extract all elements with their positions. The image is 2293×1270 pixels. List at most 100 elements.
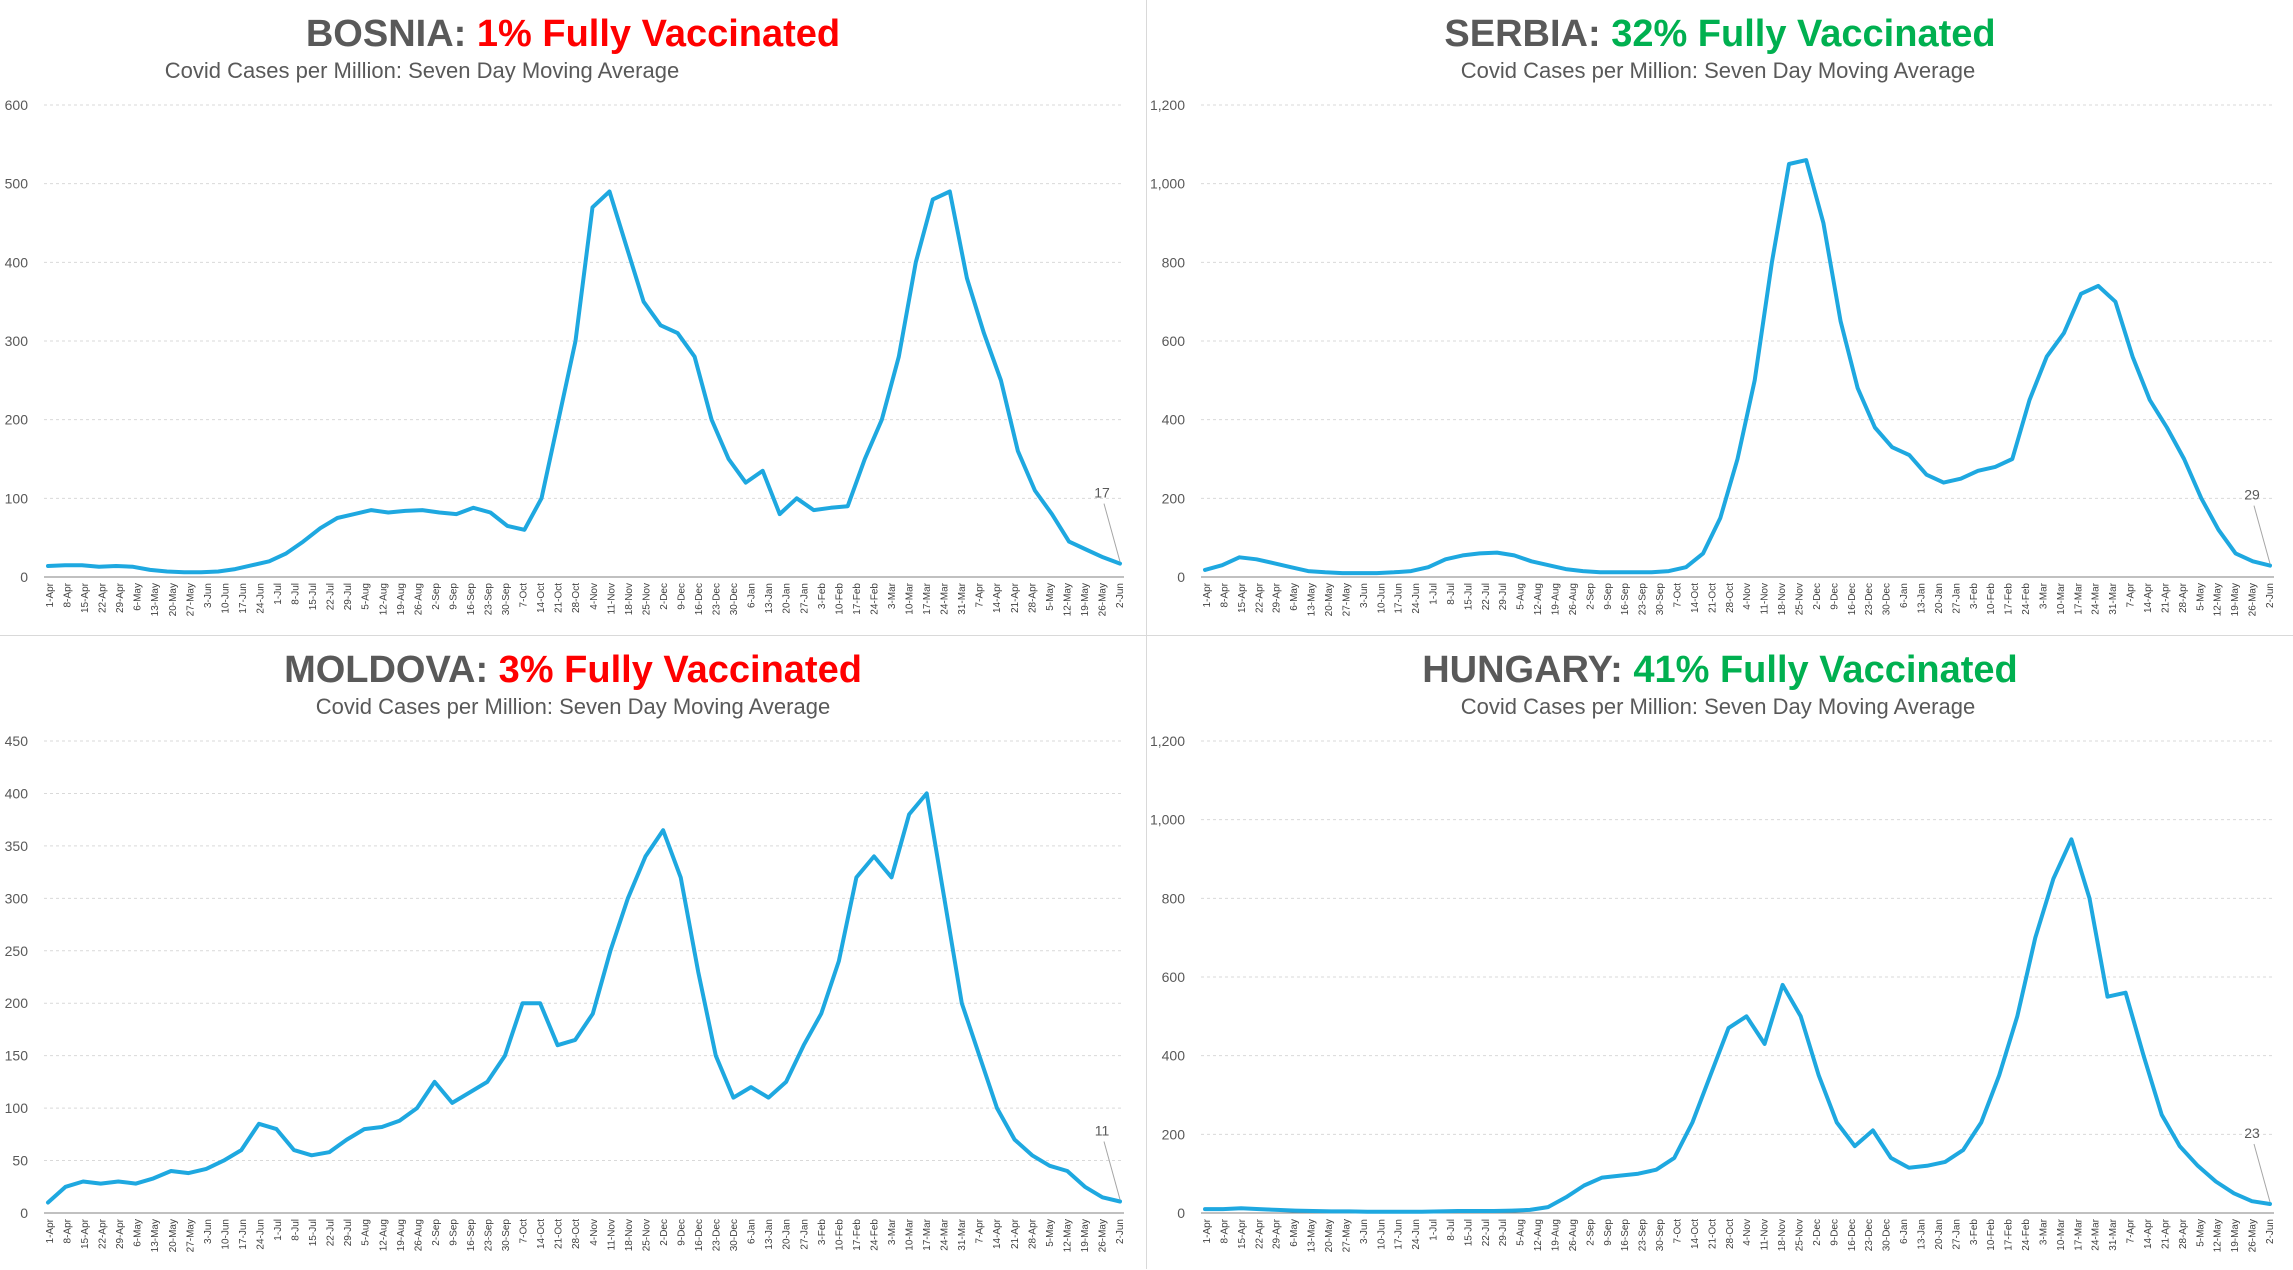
- x-tick-label: 16-Sep: [466, 583, 477, 616]
- x-tick-label: 19-Aug: [396, 1219, 407, 1251]
- y-tick-label: 800: [1162, 890, 1186, 906]
- x-tick-label: 7-Apr: [975, 1218, 986, 1243]
- x-tick-label: 17-Mar: [2073, 1218, 2084, 1250]
- x-tick-label: 27-Jan: [799, 583, 810, 614]
- x-tick-label: 14-Oct: [536, 1219, 547, 1249]
- svg-text:SERBIA: 32% Fully Vaccinated: SERBIA: 32% Fully Vaccinated: [1444, 13, 1995, 55]
- x-tick-label: 27-Jan: [1951, 1219, 1962, 1250]
- x-tick-label: 9-Dec: [676, 1219, 687, 1246]
- x-tick-label: 27-May: [1341, 1219, 1352, 1252]
- x-tick-label: 21-Oct: [1707, 583, 1718, 613]
- series-line: [1203, 158, 2272, 576]
- x-tick-label: 24-Mar: [2091, 582, 2102, 614]
- x-tick-label: 3-Jun: [1359, 1219, 1370, 1244]
- x-tick-label: 1-Apr: [45, 582, 56, 607]
- chart-serbia: SERBIA: 32% Fully Vaccinated Covid Cases…: [1150, 13, 2276, 616]
- x-tick-label: 10-Mar: [2056, 582, 2067, 614]
- x-tick-label: 14-Oct: [1690, 1219, 1701, 1249]
- x-tick-label: 25-Nov: [641, 583, 652, 615]
- x-tick-label: 8-Jul: [1446, 583, 1457, 605]
- x-tick-label: 6-Jan: [1899, 1219, 1910, 1244]
- x-tick-label: 23-Sep: [1638, 583, 1649, 616]
- x-tick-label: 3-Jun: [203, 1219, 214, 1244]
- panel-divider-vertical: [1146, 0, 1147, 1269]
- y-tick-label: 400: [5, 785, 29, 801]
- x-tick-label: 26-May: [1097, 1219, 1108, 1252]
- x-tick-label: 28-Oct: [571, 1219, 582, 1249]
- x-tick-label: 9-Dec: [1829, 1219, 1840, 1246]
- x-tick-label: 22-Apr: [98, 582, 109, 613]
- x-tick-label: 11-Nov: [1760, 1219, 1771, 1251]
- x-tick-label: 5-Aug: [361, 1219, 372, 1246]
- chart-bosnia: BOSNIA: 1% Fully Vaccinated Covid Cases …: [5, 13, 1126, 616]
- x-tick-label: 24-Feb: [2021, 583, 2032, 615]
- x-tick-label: 24-Jun: [255, 1219, 266, 1250]
- x-tick-label: 20-Jan: [1934, 1219, 1945, 1250]
- svg-text:MOLDOVA: 3% Fully Vaccinated: MOLDOVA: 3% Fully Vaccinated: [284, 649, 862, 691]
- chart-title-stat: 41% Fully Vaccinated: [1633, 649, 2017, 691]
- x-tick-label: 22-Jul: [1481, 583, 1492, 610]
- x-tick-label: 13-May: [1307, 1219, 1318, 1252]
- x-tick-label: 30-Dec: [1882, 583, 1893, 615]
- x-tick-label: 28-Oct: [571, 583, 582, 613]
- y-tick-label: 350: [5, 838, 29, 854]
- x-tick-label: 2-Jun: [1115, 583, 1126, 608]
- x-tick-label: 3-Feb: [817, 1219, 828, 1246]
- x-tick-label: 28-Oct: [1725, 1219, 1736, 1249]
- chart-subtitle: Covid Cases per Million: Seven Day Movin…: [316, 694, 830, 719]
- y-tick-label: 600: [1162, 333, 1186, 349]
- x-tick-label: 7-Oct: [1673, 583, 1684, 608]
- x-tick-label: 10-Mar: [905, 582, 916, 614]
- end-label-leader: [1103, 1141, 1121, 1200]
- x-tick-label: 19-May: [2230, 1219, 2241, 1252]
- x-tick-label: 7-Apr: [975, 582, 986, 607]
- x-tick-label: 5-May: [1045, 1219, 1056, 1247]
- y-tick-label: 800: [1162, 254, 1186, 270]
- x-tick-label: 19-May: [2230, 583, 2241, 616]
- x-tick-label: 15-Apr: [80, 582, 91, 613]
- x-tick-label: 23-Dec: [1864, 1219, 1875, 1251]
- x-tick-label: 15-Apr: [80, 1218, 91, 1249]
- y-tick-label: 1,200: [1150, 97, 1185, 113]
- x-tick-label: 3-Mar: [2038, 1218, 2049, 1245]
- x-tick-label: 3-Feb: [817, 583, 828, 610]
- x-tick-label: 12-May: [1062, 583, 1073, 616]
- x-tick-label: 28-Oct: [1725, 583, 1736, 613]
- y-tick-label: 0: [1177, 569, 1185, 585]
- x-tick-label: 15-Jul: [1463, 1219, 1474, 1246]
- y-tick-label: 400: [1162, 1048, 1186, 1064]
- y-tick-label: 1,000: [1150, 812, 1185, 828]
- x-tick-label: 14-Apr: [992, 582, 1003, 613]
- x-tick-label: 29-Jul: [1498, 1219, 1509, 1246]
- x-tick-label: 1-Jul: [273, 583, 284, 605]
- chart-title-country: HUNGARY:: [1422, 649, 1623, 691]
- x-tick-label: 27-May: [1341, 583, 1352, 616]
- chart-title-stat: 32% Fully Vaccinated: [1611, 13, 1995, 55]
- x-tick-label: 27-May: [185, 1219, 196, 1252]
- panel-moldova: MOLDOVA: 3% Fully Vaccinated Covid Cases…: [0, 636, 1146, 1270]
- y-tick-label: 200: [5, 412, 29, 428]
- x-tick-label: 2-Jun: [2265, 583, 2276, 608]
- y-tick-label: 200: [1162, 490, 1186, 506]
- x-tick-label: 25-Nov: [1794, 583, 1805, 615]
- x-tick-label: 30-Sep: [501, 583, 512, 616]
- x-tick-label: 22-Apr: [1254, 582, 1265, 613]
- x-tick-label: 12-Aug: [378, 583, 389, 615]
- y-tick-label: 400: [5, 254, 29, 270]
- x-tick-label: 12-May: [2213, 1219, 2224, 1252]
- x-tick-label: 3-Mar: [2038, 582, 2049, 609]
- x-tick-label: 9-Dec: [676, 583, 687, 610]
- x-tick-label: 13-Jan: [1916, 583, 1927, 614]
- x-tick-label: 13-May: [1307, 583, 1318, 616]
- x-tick-label: 12-Aug: [378, 1219, 389, 1251]
- x-tick-label: 24-Jun: [1411, 1219, 1422, 1250]
- x-tick-label: 1-Jul: [273, 1219, 284, 1241]
- x-tick-label: 19-Aug: [1551, 1219, 1562, 1251]
- x-tick-label: 16-Dec: [1847, 583, 1858, 615]
- x-tick-label: 17-Mar: [922, 582, 933, 614]
- x-tick-label: 23-Dec: [1864, 583, 1875, 615]
- x-tick-label: 30-Sep: [501, 1219, 512, 1252]
- series-line: [1203, 837, 2272, 1214]
- x-tick-label: 10-Jun: [220, 1219, 231, 1250]
- y-tick-label: 200: [5, 995, 29, 1011]
